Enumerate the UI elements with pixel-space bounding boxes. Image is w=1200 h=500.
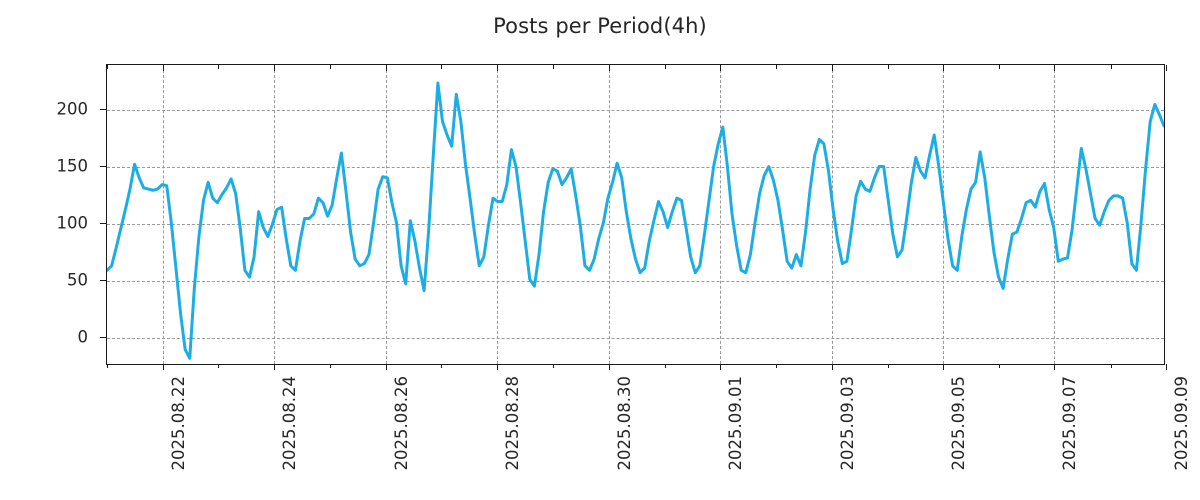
x-axis-minor-tick-top <box>1110 65 1112 69</box>
line-series <box>107 81 1164 360</box>
gridline-horizontal <box>107 110 1164 112</box>
x-axis-tick <box>943 364 945 370</box>
x-axis-minor-tick <box>887 364 889 368</box>
y-axis-tick-label: 100 <box>56 213 89 233</box>
series-polyline <box>107 81 1164 360</box>
x-axis-tick-top <box>1054 65 1056 71</box>
y-axis-tick-label: 50 <box>67 270 88 290</box>
y-axis-tick <box>100 109 106 111</box>
x-axis-tick-label: 2025.09.09 <box>1172 376 1191 471</box>
x-axis-tick-label: 2025.08.28 <box>503 376 523 471</box>
x-axis-minor-tick <box>441 364 443 368</box>
y-axis-tick-label: 200 <box>56 99 89 119</box>
x-axis-minor-tick <box>664 364 666 368</box>
x-axis-minor-tick-top <box>999 65 1001 69</box>
x-axis-minor-tick <box>106 364 108 368</box>
y-axis-tick <box>100 336 106 338</box>
x-axis-tick-top <box>943 65 945 71</box>
gridline-vertical <box>497 65 499 364</box>
x-axis-tick-top <box>162 65 164 71</box>
x-axis-minor-tick <box>999 364 1001 368</box>
x-axis-tick-label: 2025.08.30 <box>614 376 634 471</box>
x-axis-minor-tick-top <box>664 65 666 69</box>
x-axis-minor-tick-top <box>329 65 331 69</box>
x-axis-tick <box>831 364 833 370</box>
x-axis-tick-top <box>274 65 276 71</box>
x-axis-tick-top <box>1166 65 1167 71</box>
x-axis-tick-label: 2025.08.26 <box>391 376 411 471</box>
y-axis-tick <box>100 223 106 225</box>
x-axis-minor-tick-top <box>552 65 554 69</box>
x-axis-tick-top <box>497 65 499 71</box>
gridline-horizontal <box>107 280 1164 282</box>
x-axis-tick-top <box>385 65 387 71</box>
gridline-horizontal <box>107 224 1164 226</box>
x-axis-tick-label: 2025.09.05 <box>949 376 969 471</box>
x-axis-tick <box>1054 364 1056 370</box>
x-axis-tick <box>720 364 722 370</box>
x-axis-minor-tick-top <box>218 65 220 69</box>
x-axis-minor-tick <box>1110 364 1112 368</box>
gridline-vertical <box>1054 65 1056 364</box>
x-axis-tick <box>1166 364 1167 370</box>
gridline-vertical <box>162 65 164 364</box>
x-axis-tick <box>274 364 276 370</box>
x-axis-minor-tick <box>218 364 220 368</box>
gridline-horizontal <box>107 337 1164 339</box>
x-axis-tick <box>385 364 387 370</box>
x-axis-tick-label: 2025.09.07 <box>1060 376 1080 471</box>
gridline-vertical <box>385 65 387 364</box>
x-axis-minor-tick-top <box>106 65 108 69</box>
gridline-vertical <box>831 65 833 364</box>
x-axis-tick <box>162 364 164 370</box>
chart-title: Posts per Period(4h) <box>493 14 707 38</box>
y-axis-tick-label: 150 <box>56 156 89 176</box>
x-axis-minor-tick <box>776 364 778 368</box>
x-axis-tick-label: 2025.08.24 <box>280 376 300 471</box>
x-axis-minor-tick-top <box>887 65 889 69</box>
x-axis-tick <box>608 364 610 370</box>
x-axis-minor-tick <box>329 364 331 368</box>
x-axis-minor-tick-top <box>776 65 778 69</box>
plot-area <box>106 64 1167 370</box>
y-axis-tick-label: 0 <box>77 327 89 347</box>
gridline-vertical <box>608 65 610 364</box>
x-axis-tick <box>497 364 499 370</box>
x-axis-tick-label: 2025.09.01 <box>726 376 746 471</box>
gridline-vertical <box>720 65 722 364</box>
x-axis-tick-top <box>720 65 722 71</box>
y-axis-tick <box>100 279 106 281</box>
gridline-horizontal <box>107 167 1164 169</box>
x-axis-minor-tick <box>552 364 554 368</box>
x-axis-tick-label: 2025.08.22 <box>168 376 188 471</box>
x-axis-tick-label: 2025.09.03 <box>837 376 857 471</box>
y-axis-tick <box>100 166 106 168</box>
x-axis-tick-top <box>608 65 610 71</box>
x-axis-minor-tick-top <box>441 65 443 69</box>
x-axis-tick-top <box>831 65 833 71</box>
